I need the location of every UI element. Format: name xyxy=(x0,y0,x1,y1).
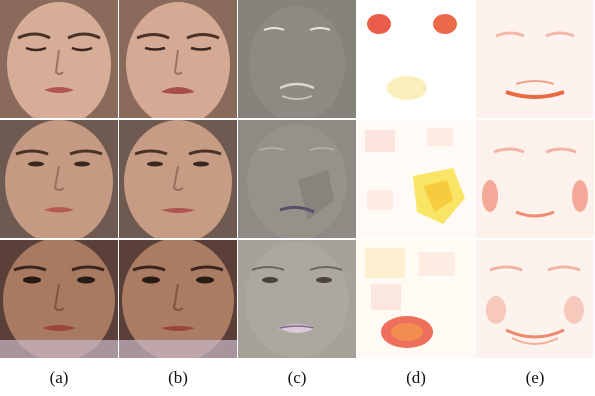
caption-c: (c) xyxy=(287,368,307,387)
row2-col-a-face-image xyxy=(0,120,118,238)
row3-col-b-face-image xyxy=(119,240,237,358)
row1-col-a-face-image xyxy=(0,0,118,118)
caption-e: (e) xyxy=(525,368,545,387)
row2-col-b-face-image xyxy=(119,120,237,238)
caption-d: (d) xyxy=(406,368,426,387)
row1-col-b-face-image xyxy=(119,0,237,118)
row3-col-c-difference-image xyxy=(238,240,356,358)
figure-grid xyxy=(0,0,594,358)
row2-col-e-heatmap xyxy=(476,120,594,238)
row1-col-e-heatmap xyxy=(476,0,594,118)
row3-col-e-heatmap xyxy=(476,240,594,358)
caption-a: (a) xyxy=(49,368,69,387)
row2-col-c-difference-image xyxy=(238,120,356,238)
caption-b: (b) xyxy=(168,368,188,387)
row1-col-d-heatmap xyxy=(357,0,475,118)
row2-col-d-heatmap xyxy=(357,120,475,238)
row1-col-c-difference-image xyxy=(238,0,356,118)
row3-col-d-heatmap xyxy=(357,240,475,358)
row3-col-a-face-image xyxy=(0,240,118,358)
